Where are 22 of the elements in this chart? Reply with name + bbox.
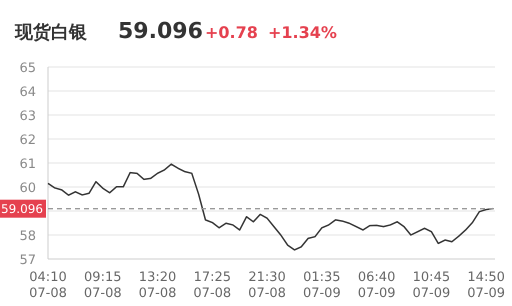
x-tick-label: 21:30 07-08 (248, 270, 286, 301)
text: +1.34% (268, 23, 337, 42)
text: 59.096 (118, 19, 203, 44)
x-tick-label: 13:20 07-08 (138, 270, 176, 301)
x-tick-label: 06:40 07-09 (358, 270, 396, 301)
y-tick-label: 60 (19, 181, 36, 196)
x-tick-label: 14:50 07-09 (467, 270, 506, 301)
y-tick-label: 57 (19, 253, 36, 268)
y-tick-label: 64 (19, 85, 36, 100)
x-tick-label: 04:10 07-08 (29, 270, 67, 301)
text: +0.78 (205, 23, 258, 42)
y-tick-label: 63 (19, 109, 36, 124)
x-tick-label: 09:15 07-08 (84, 270, 122, 301)
y-tick-label: 62 (19, 133, 36, 148)
ref-line-label: 59.096 (1, 202, 43, 216)
y-tick-label: 65 (19, 61, 36, 76)
y-tick-label: 61 (19, 157, 36, 172)
x-tick-label: 01:35 07-09 (302, 270, 341, 301)
x-tick-label: 10:45 07-09 (412, 270, 450, 301)
x-tick-label: 17:25 07-08 (193, 270, 232, 301)
chart-title: 现货白银 (14, 22, 88, 43)
y-tick-label: 58 (19, 229, 36, 244)
